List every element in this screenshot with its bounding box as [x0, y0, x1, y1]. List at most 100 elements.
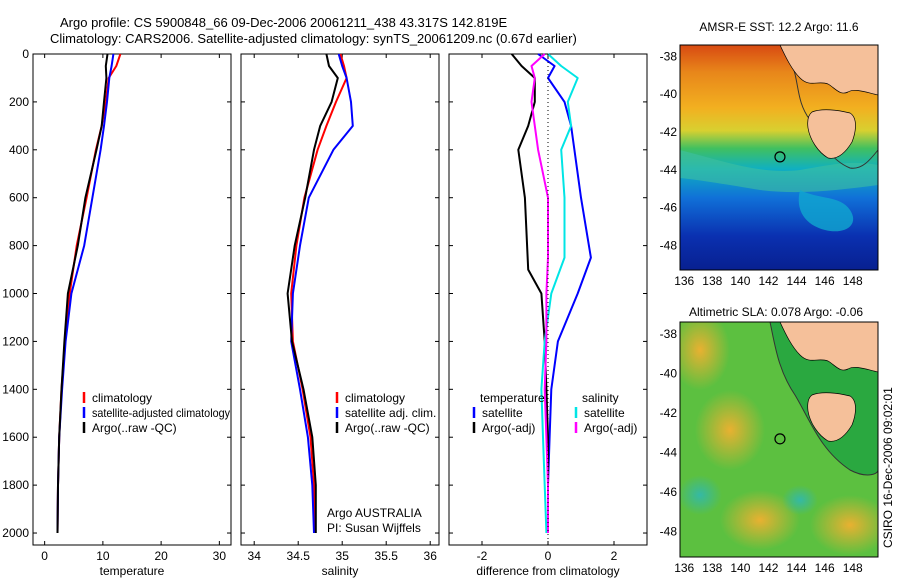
map-y-tick-label: -46	[660, 201, 678, 215]
legend-satellite: satellite-adjusted climatology	[92, 406, 230, 420]
y-tick-label: 1600	[2, 430, 29, 444]
series-line-salinity-satellite	[540, 53, 579, 534]
legend-sal-satellite: satellite	[584, 406, 625, 420]
legend-argo: Argo(..raw -QC)	[345, 421, 430, 435]
sla-anomaly	[810, 495, 878, 555]
map-y-tick-label: -42	[660, 406, 678, 420]
temperature-axes	[32, 53, 232, 546]
series-line-temperature-argo-adj-	[510, 53, 549, 533]
series-line-salinity-argo-adj-	[530, 53, 549, 533]
title-line-2: Climatology: CARS2006. Satellite-adjuste…	[50, 31, 577, 46]
map-x-tick-label: 136	[674, 274, 694, 288]
temperature-legend: climatology satellite-adjusted climatolo…	[82, 391, 230, 435]
map-y-tick-label: -46	[660, 485, 678, 499]
mainland-australia	[779, 45, 878, 96]
mainland-australia	[779, 322, 878, 373]
map-x-tick-label: 142	[758, 561, 778, 575]
x-tick-label: 20	[154, 549, 168, 563]
series-layer	[56, 53, 592, 534]
x-tick-label: 34	[248, 549, 262, 563]
salinity-xlabel: salinity	[322, 564, 359, 578]
sla-anomaly	[720, 490, 800, 550]
map-x-tick-label: 144	[787, 561, 807, 575]
tasmania	[807, 392, 856, 442]
sst-cool-tongue	[680, 150, 878, 193]
x-tick-label: 36	[424, 549, 438, 563]
sla-argo-marker	[774, 433, 786, 445]
argo-info-line-1: Argo AUSTRALIA	[327, 506, 422, 520]
sla-anomaly	[680, 475, 722, 515]
map-x-tick-label: 148	[843, 274, 863, 288]
legend-salinity-header: salinity	[582, 391, 619, 405]
map-x-tick-label: 140	[730, 561, 750, 575]
x-tick-label: 2	[611, 549, 618, 563]
x-tick-label: 0	[41, 549, 48, 563]
map-x-tick-label: 138	[702, 274, 722, 288]
x-tick-label: 0	[545, 549, 552, 563]
series-line-argo-raw-qc-	[56, 53, 109, 534]
map-y-tick-label: -48	[660, 238, 678, 252]
map-y-tick-label: -38	[660, 327, 678, 341]
series-line-satellite-adj-clim-	[290, 53, 354, 534]
sst-map-title: AMSR-E SST: 12.2 Argo: 11.6	[699, 20, 859, 34]
y-tick-label: 1400	[2, 382, 29, 396]
temperature-xlabel: temperature	[100, 564, 165, 578]
credit-timestamp: CSIRO 16-Dec-2006 09:02:01	[881, 387, 895, 548]
series-line-argo-raw-qc-	[286, 53, 339, 533]
map-x-tick-label: 136	[674, 561, 694, 575]
legend-temp-satellite: satellite	[482, 406, 523, 420]
sst-map-frame	[679, 44, 879, 271]
sla-shelf-contour	[769, 322, 878, 476]
y-tick-label: 0	[22, 47, 29, 61]
legend-climatology: climatology	[92, 391, 152, 405]
series-line-satellite-adjusted-climatology	[56, 53, 115, 534]
tasmania	[807, 109, 856, 159]
tick-layer: 0 10 20 30020040060080010001200140016001800…	[2, 47, 863, 575]
map-x-tick-label: 142	[758, 274, 778, 288]
map-y-tick-label: -44	[660, 445, 678, 459]
map-y-tick-label: -40	[660, 87, 678, 101]
sst-warm-patch	[798, 190, 854, 232]
x-tick-label: 34.5	[287, 549, 311, 563]
y-tick-label: 200	[9, 95, 29, 109]
map-x-tick-label: 144	[787, 274, 807, 288]
legend-temperature-header: temperature	[480, 391, 545, 405]
series-line-climatology	[290, 53, 348, 534]
map-y-tick-label: -40	[660, 366, 678, 380]
x-tick-label: 30	[213, 549, 227, 563]
y-tick-label: 1200	[2, 334, 29, 348]
x-tick-label: -2	[477, 549, 488, 563]
argo-info-line-2: PI: Susan Wijffels	[327, 521, 421, 535]
map-y-tick-label: -48	[660, 524, 678, 538]
sst-map	[680, 45, 878, 270]
title-line-1: Argo profile: CS 5900848_66 09-Dec-2006 …	[60, 15, 507, 30]
sla-anomaly	[680, 322, 730, 390]
sla-map	[680, 322, 878, 557]
x-tick-label: 10	[96, 549, 110, 563]
difference-xlabel: difference from climatology	[476, 564, 619, 578]
legend-argo: Argo(..raw -QC)	[92, 421, 177, 435]
sla-anomaly	[782, 485, 818, 515]
legend-satellite-adj: satellite adj. clim.	[345, 406, 436, 420]
salinity-legend: climatology satellite adj. clim. Argo(..…	[335, 391, 436, 435]
map-y-tick-label: -38	[660, 49, 678, 63]
map-y-tick-label: -42	[660, 125, 678, 139]
sla-anomaly	[695, 390, 765, 470]
legend-sal-argo: Argo(-adj)	[584, 421, 637, 435]
map-x-tick-label: 138	[702, 561, 722, 575]
map-x-tick-label: 146	[815, 561, 835, 575]
legend-temp-argo: Argo(-adj)	[482, 421, 535, 435]
y-tick-label: 1000	[2, 287, 29, 301]
sla-map-frame	[679, 321, 879, 558]
y-tick-label: 400	[9, 143, 29, 157]
sla-map-title: Altimetric SLA: 0.078 Argo: -0.06	[689, 305, 863, 319]
y-tick-label: 800	[9, 239, 29, 253]
y-tick-label: 2000	[2, 526, 29, 540]
map-x-tick-label: 148	[843, 561, 863, 575]
series-line-temperature-satellite	[537, 53, 592, 533]
y-tick-label: 600	[9, 191, 29, 205]
legend-climatology: climatology	[345, 391, 405, 405]
map-y-tick-label: -44	[660, 163, 678, 177]
map-x-tick-label: 140	[730, 274, 750, 288]
